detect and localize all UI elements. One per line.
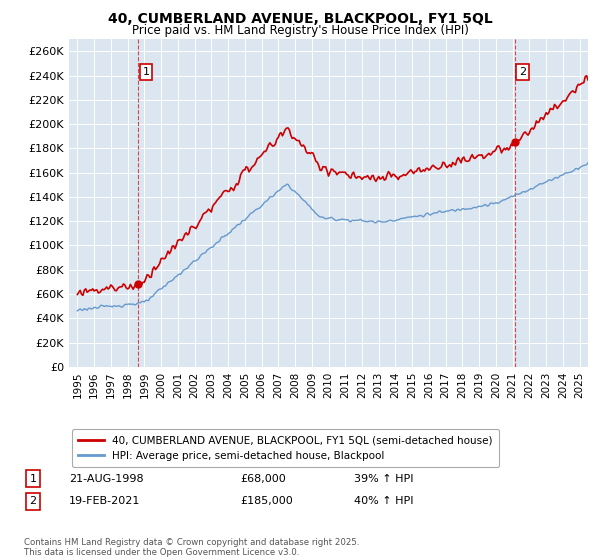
Text: 2: 2 — [29, 496, 37, 506]
Text: 21-AUG-1998: 21-AUG-1998 — [69, 474, 143, 484]
Text: 19-FEB-2021: 19-FEB-2021 — [69, 496, 140, 506]
Text: Price paid vs. HM Land Registry's House Price Index (HPI): Price paid vs. HM Land Registry's House … — [131, 24, 469, 36]
Text: 39% ↑ HPI: 39% ↑ HPI — [354, 474, 413, 484]
Text: 40, CUMBERLAND AVENUE, BLACKPOOL, FY1 5QL: 40, CUMBERLAND AVENUE, BLACKPOOL, FY1 5Q… — [107, 12, 493, 26]
Text: £68,000: £68,000 — [240, 474, 286, 484]
Text: 40% ↑ HPI: 40% ↑ HPI — [354, 496, 413, 506]
Text: £185,000: £185,000 — [240, 496, 293, 506]
Text: 1: 1 — [142, 67, 149, 77]
Text: Contains HM Land Registry data © Crown copyright and database right 2025.
This d: Contains HM Land Registry data © Crown c… — [24, 538, 359, 557]
Text: 1: 1 — [29, 474, 37, 484]
Legend: 40, CUMBERLAND AVENUE, BLACKPOOL, FY1 5QL (semi-detached house), HPI: Average pr: 40, CUMBERLAND AVENUE, BLACKPOOL, FY1 5Q… — [71, 430, 499, 467]
Text: 2: 2 — [519, 67, 526, 77]
